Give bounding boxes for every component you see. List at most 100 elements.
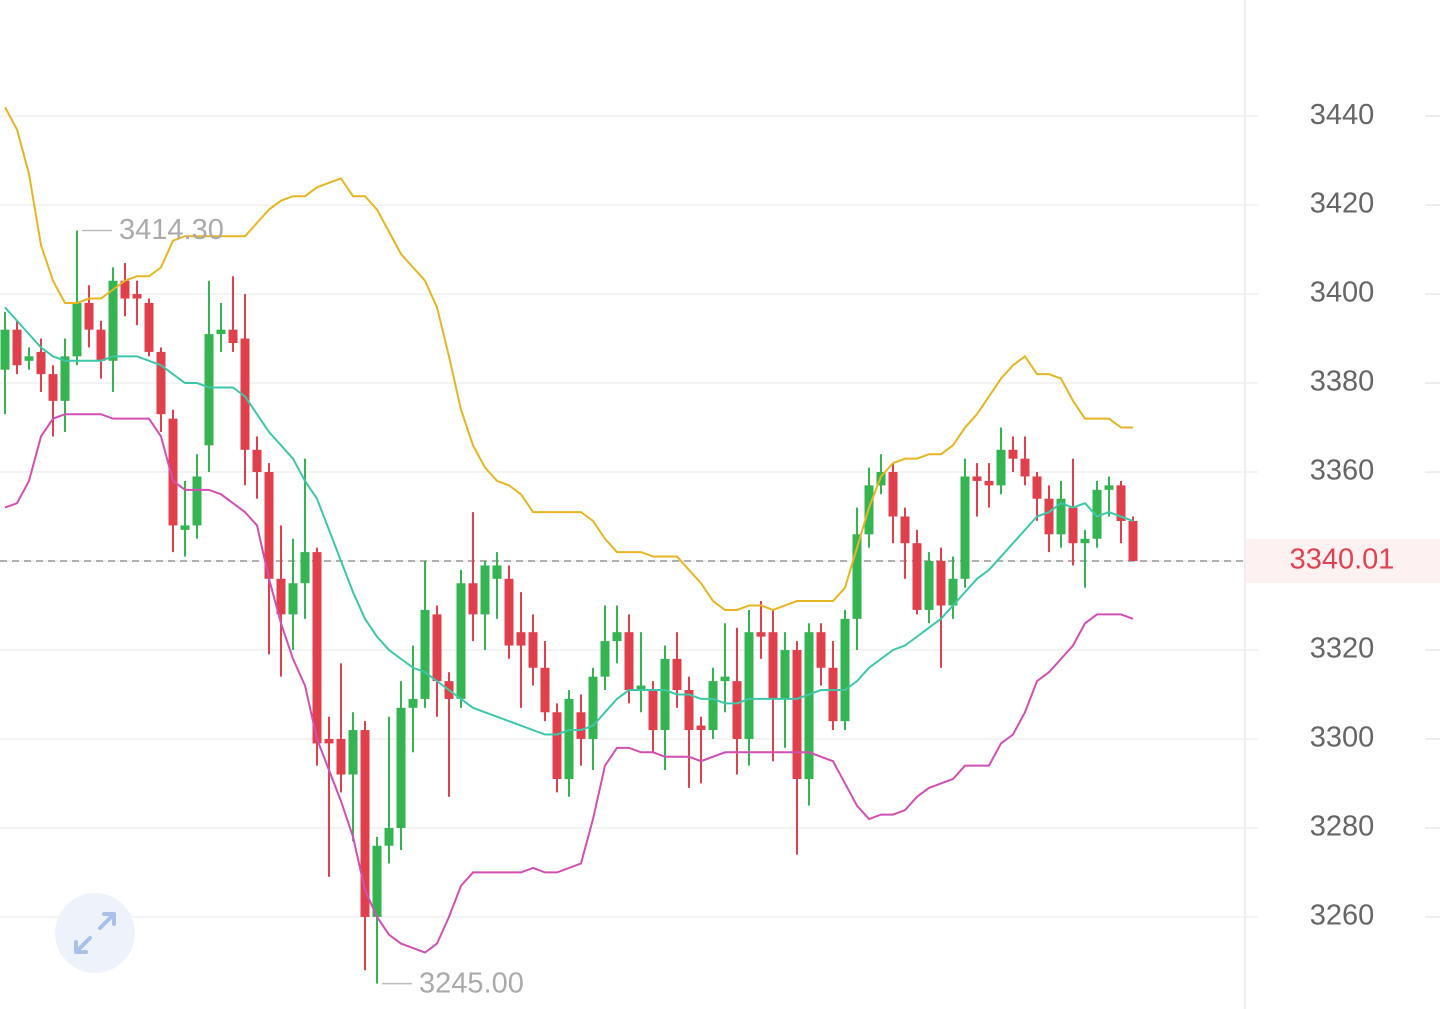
candle-body [72, 302, 82, 357]
candle-body [900, 516, 910, 544]
candle-body [720, 676, 730, 682]
candle-body [852, 534, 862, 619]
candle-body [540, 667, 550, 713]
candle-body [36, 351, 46, 375]
candle-body [984, 480, 994, 486]
candle-body [336, 738, 346, 775]
candle-body [612, 632, 622, 642]
candle-body [252, 449, 262, 473]
min-label: 3245.00 [419, 967, 524, 999]
candle-body [684, 690, 694, 731]
candle-body [756, 632, 766, 637]
y-tick-label: 3280 [1310, 811, 1375, 843]
candle-body [324, 738, 334, 744]
candle-body [780, 649, 790, 699]
y-tick-label: 3440 [1310, 99, 1375, 131]
candle-body [144, 302, 154, 352]
candle-body [0, 329, 10, 370]
candle-body [264, 472, 274, 579]
y-tick-label: 3260 [1310, 900, 1375, 932]
candle-body [804, 632, 814, 779]
candle-body [156, 351, 166, 415]
candle-body [1092, 489, 1102, 539]
candle-body [228, 329, 238, 344]
candle-body [492, 565, 502, 579]
y-tick-label: 3380 [1310, 366, 1375, 398]
candle-body [372, 845, 382, 917]
candle-body [600, 641, 610, 677]
candle-body [588, 676, 598, 739]
candle-body [960, 476, 970, 579]
candle-body [708, 681, 718, 731]
y-tick-label: 3300 [1310, 722, 1375, 754]
candle-body [816, 632, 826, 668]
candle-body [396, 707, 406, 828]
candle-body [1080, 538, 1090, 544]
candle-body [132, 294, 142, 299]
candle-body [192, 476, 202, 526]
candle-body [456, 583, 466, 699]
candle-body [1116, 485, 1126, 521]
last-price-box [1246, 538, 1440, 583]
candle-body [204, 334, 214, 446]
candle-body [276, 578, 286, 615]
candle-body [420, 609, 430, 699]
band-line [4, 106, 1133, 612]
last-price-label: 3340.01 [1290, 544, 1395, 576]
max-label: 3414.30 [119, 214, 224, 246]
candle-body [108, 280, 118, 361]
candle-body [84, 302, 94, 330]
candle-body [216, 329, 226, 335]
candle-body [648, 690, 658, 731]
candle-body [1032, 476, 1042, 499]
expand-icon[interactable] [74, 912, 116, 954]
candle-body [672, 658, 682, 691]
candle-body [972, 476, 982, 481]
candle-body [480, 565, 490, 615]
candle-body [468, 583, 478, 615]
y-tick-label: 3420 [1310, 188, 1375, 220]
candle-body [180, 525, 190, 530]
candle-body [120, 280, 130, 299]
candle-body [888, 472, 898, 517]
candle-body [348, 730, 358, 775]
candle-body [48, 374, 58, 401]
candle-body [1008, 449, 1018, 459]
candle-body [1056, 498, 1066, 535]
expand-button[interactable] [55, 893, 135, 973]
candle-body [792, 649, 802, 779]
candle-body [576, 712, 586, 739]
candle-body [744, 632, 754, 739]
candle-body [300, 552, 310, 584]
candle-body [768, 632, 778, 699]
expand-button-bg[interactable] [55, 893, 135, 973]
candle-body [936, 561, 946, 606]
candle-body [1128, 520, 1138, 561]
candle-body [996, 449, 1006, 486]
candle-body [624, 632, 634, 691]
candle-body [1068, 507, 1078, 544]
candle-body [564, 698, 574, 779]
candle-body [924, 561, 934, 610]
candle-body [360, 730, 370, 917]
candle-body [828, 667, 838, 722]
candle-body [528, 632, 538, 668]
candle-body [408, 698, 418, 708]
y-tick-label: 3400 [1310, 277, 1375, 309]
candle-body [516, 632, 526, 646]
candle-body [12, 329, 22, 366]
candle-body [240, 338, 250, 450]
y-tick-label: 3320 [1310, 633, 1375, 665]
band-line [4, 306, 1134, 736]
candle-body [432, 614, 442, 682]
candle-body [912, 543, 922, 610]
candle-body [312, 552, 322, 744]
candle-body [24, 356, 34, 361]
candle-body [1044, 498, 1054, 535]
candle-body [504, 578, 514, 646]
candle-body [660, 658, 670, 731]
band-line [4, 413, 1134, 954]
candle-body [840, 618, 850, 722]
